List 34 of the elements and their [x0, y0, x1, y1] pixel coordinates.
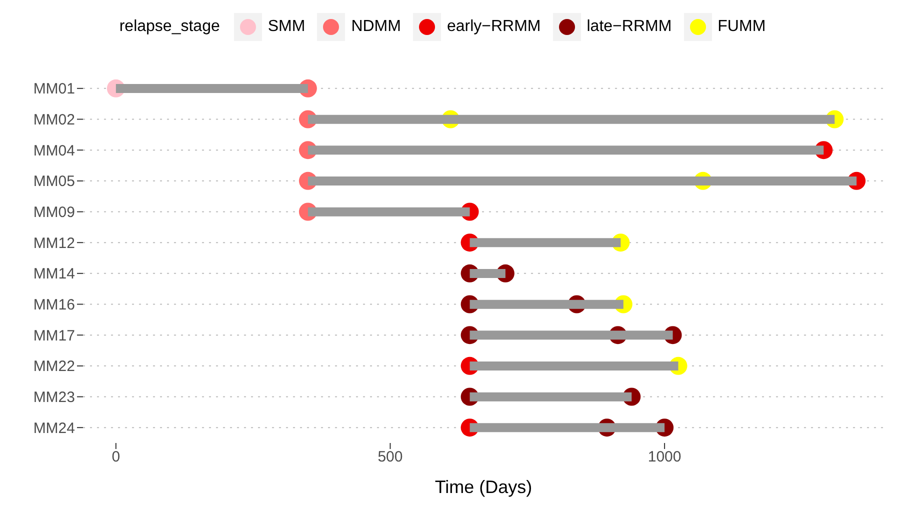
bar — [308, 146, 824, 155]
y-tick-label: MM05 — [33, 173, 75, 190]
y-tick-label: MM23 — [33, 389, 75, 406]
bar — [470, 330, 673, 340]
bar — [470, 300, 624, 309]
bar — [470, 238, 621, 248]
x-tick-label: 0 — [112, 448, 120, 466]
y-tick-label: MM02 — [33, 112, 75, 129]
bar — [308, 207, 470, 216]
legend-label: FUMM — [718, 18, 766, 36]
bar — [308, 114, 835, 124]
x-axis-title: Time (Days) — [434, 477, 532, 497]
y-tick-label: MM09 — [33, 204, 75, 222]
legend-label: early−RRMM — [446, 18, 541, 36]
y-tick-label: MM24 — [33, 420, 75, 437]
bar — [470, 423, 665, 432]
bar — [470, 269, 506, 278]
x-tick-label: 500 — [378, 448, 403, 466]
legend-label: SMM — [268, 18, 306, 36]
x-tick-label: 1000 — [648, 448, 682, 466]
bar — [470, 392, 632, 402]
legend-label: NDMM — [351, 18, 401, 36]
bar — [308, 176, 857, 186]
bar — [116, 84, 308, 93]
y-tick-label: MM22 — [33, 358, 75, 376]
y-tick-label: MM14 — [33, 266, 75, 283]
bar — [470, 362, 678, 370]
y-tick-label: MM12 — [33, 234, 75, 252]
legend-label: late−RRMM — [586, 18, 672, 36]
y-tick-label: MM16 — [33, 296, 75, 314]
y-tick-label: MM01 — [33, 80, 75, 98]
legend-title: relapse_stage — [119, 18, 220, 36]
y-tick-label: MM17 — [33, 327, 75, 344]
y-tick-label: MM04 — [33, 142, 75, 160]
